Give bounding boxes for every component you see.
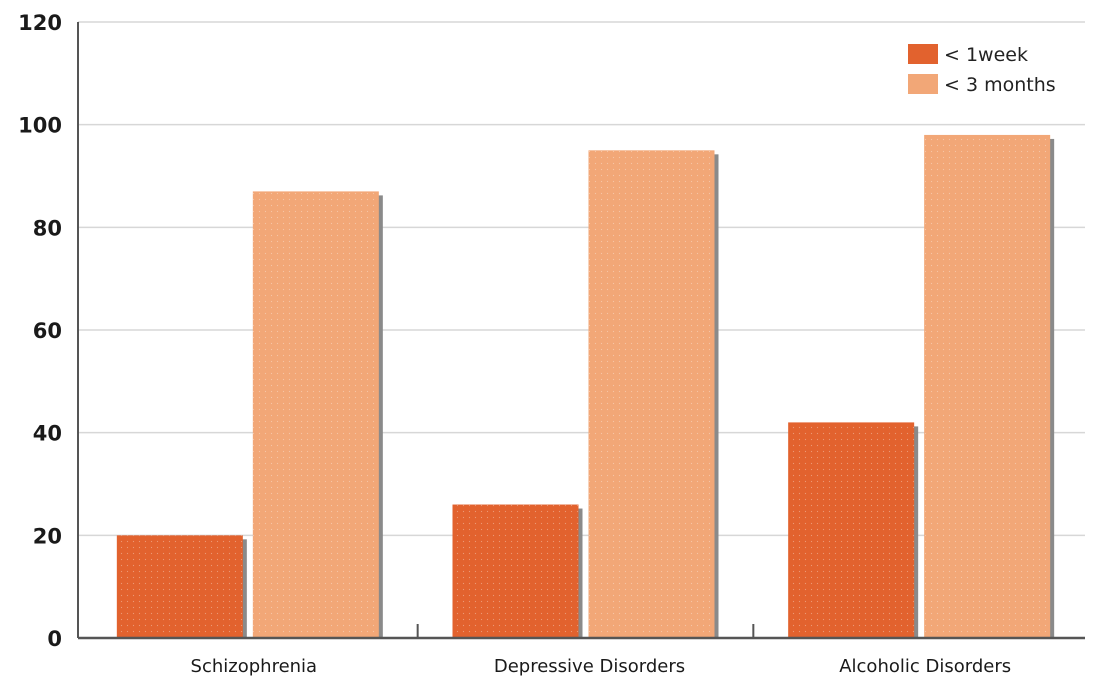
- y-axis-ticks: 0 20 40 60 80 100 120: [18, 11, 62, 651]
- y-tick-label: 80: [33, 216, 62, 240]
- bar-texture: [452, 504, 579, 638]
- bars: [116, 134, 1055, 639]
- x-tick-label: Alcoholic Disorders: [839, 656, 1011, 677]
- x-tick-label: Depressive Disorders: [494, 656, 685, 677]
- bar-texture: [924, 134, 1051, 638]
- bar-texture: [588, 150, 715, 639]
- x-tick-label: Schizophrenia: [191, 656, 318, 677]
- legend: < 1week < 3 months: [908, 44, 1056, 96]
- y-tick-label: 20: [33, 524, 62, 548]
- x-axis: [77, 22, 1085, 640]
- y-tick-label: 0: [47, 627, 62, 651]
- legend-swatch: [908, 44, 938, 64]
- y-tick-label: 100: [18, 114, 62, 138]
- bar-texture: [252, 191, 379, 638]
- legend-swatch: [908, 74, 938, 94]
- x-axis-ticks: Schizophrenia Depressive Disorders Alcohol…: [191, 656, 1012, 677]
- legend-label: < 1week: [944, 44, 1028, 66]
- bar-texture: [788, 422, 915, 638]
- legend-label: < 3 months: [944, 74, 1056, 96]
- y-tick-label: 60: [33, 319, 62, 343]
- bar-texture: [116, 535, 243, 638]
- y-tick-label: 120: [18, 11, 62, 35]
- y-tick-label: 40: [33, 422, 62, 446]
